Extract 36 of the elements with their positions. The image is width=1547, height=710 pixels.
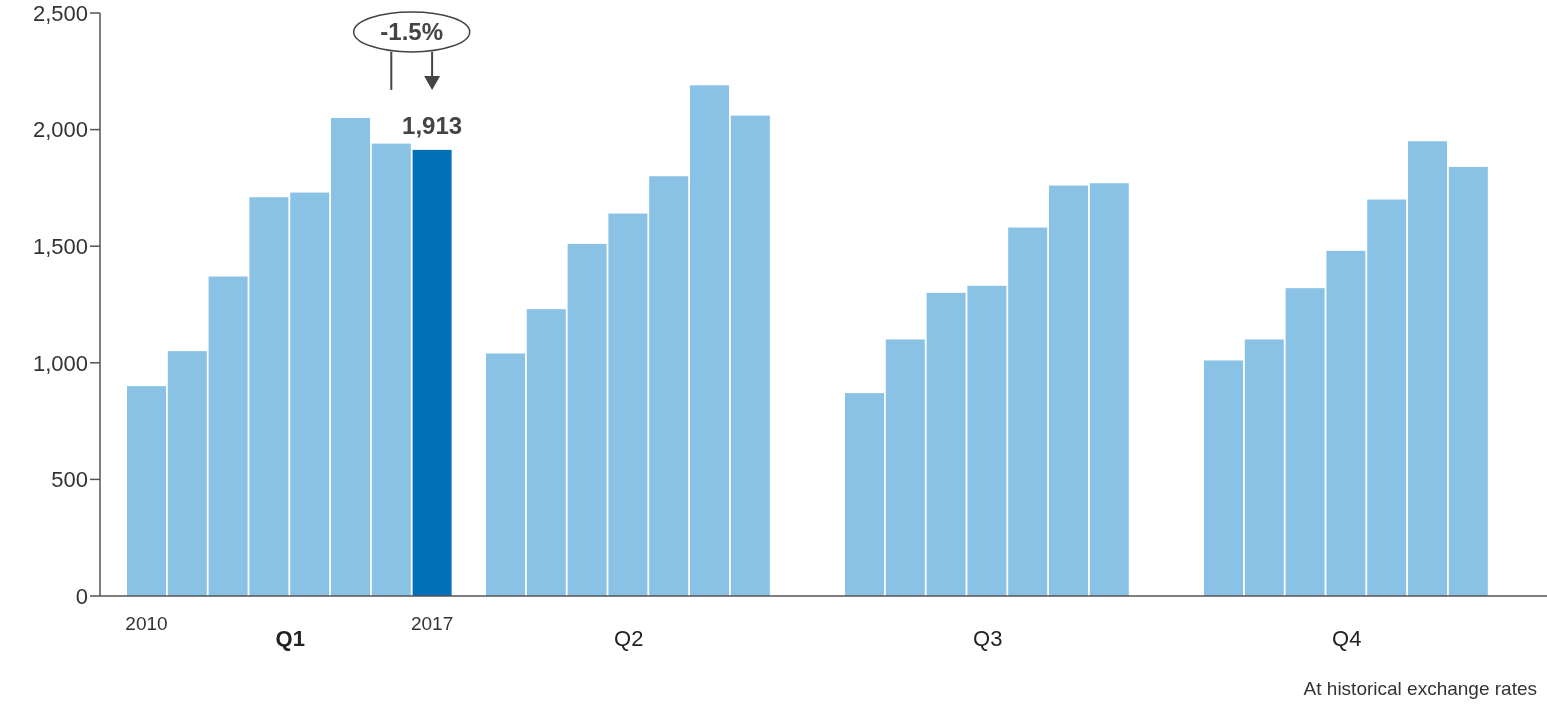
y-tick-label: 2,500 [32,0,88,26]
bar [127,386,166,596]
bar [331,117,370,596]
bar [1089,183,1129,596]
bar [1448,166,1488,596]
bar [730,115,770,596]
text: At historical exchange rates [1303,678,1537,699]
series-label: 2017 [410,613,454,634]
y-tick-label: 500 [51,467,88,493]
series-label: 2010 [125,613,168,634]
y-tick-label: 0 [75,583,88,609]
x-tick-label: Q2 [614,626,644,651]
bar [486,353,525,596]
x-tick-label: Q4 [1332,626,1362,651]
bar [290,192,330,596]
bar [845,393,884,596]
bar [885,339,925,596]
y-tick-label: 1,500 [32,233,88,259]
bar [1367,199,1407,596]
annotation: -1.5% [380,18,444,46]
y-tick-label: 1,000 [32,350,88,376]
bar [1008,227,1048,596]
bar [167,351,207,596]
bar [690,85,729,596]
bar [371,143,411,596]
x-tick-label: Q3 [973,626,1003,651]
bar [1408,141,1447,596]
data-label: 1,913 [402,111,463,139]
bar [1244,339,1284,596]
bar [412,149,452,596]
x-tick-label: Q1 [275,626,305,651]
bar [649,176,689,596]
y-tick-label: 2,000 [32,117,88,143]
bar [1204,360,1243,596]
bar [1049,185,1088,596]
bar [526,309,566,596]
